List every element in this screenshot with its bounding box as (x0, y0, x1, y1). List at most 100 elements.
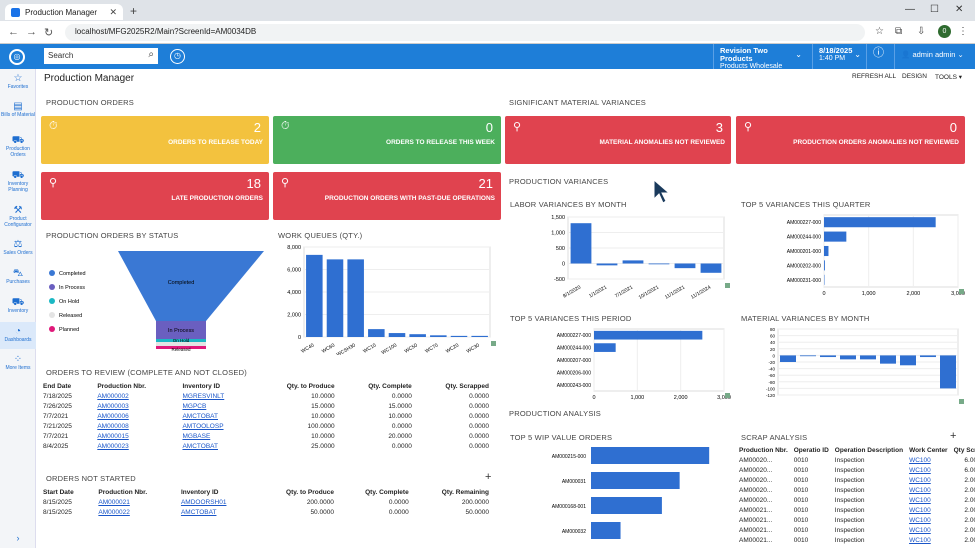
help-icon[interactable]: ⓘ (866, 44, 894, 69)
table-cell[interactable]: WC100 (909, 456, 931, 464)
table-row[interactable]: 8/15/2025 AM000022 AMCTOBAT 50.0000 0.0000 50… (40, 507, 492, 517)
tile-material-anomalies[interactable]: ⚲ 3 MATERIAL ANOMALIES NOT REVIEWED (505, 116, 731, 164)
bar[interactable] (430, 335, 447, 337)
bar[interactable] (824, 245, 829, 257)
bar[interactable] (880, 355, 896, 364)
tile-orders-release-today[interactable]: ⏱ 2 ORDERS TO RELEASE TODAY (41, 116, 269, 164)
sidebar-item-favorites[interactable]: ☆ Favorites (0, 73, 36, 90)
bar[interactable] (700, 263, 722, 273)
bar[interactable] (594, 330, 703, 340)
table-row[interactable]: AM00021... 0010 Inspection WC100 2.0000 (736, 535, 975, 545)
maximize-icon[interactable]: ☐ (930, 4, 939, 15)
bookmark-star-icon[interactable]: ☆ (875, 26, 884, 37)
downloads-icon[interactable]: ⇩ (917, 26, 926, 37)
bar[interactable] (591, 447, 710, 464)
table-row[interactable]: AM00020... 0010 Inspection WC100 6.0000 (736, 465, 975, 475)
column-header[interactable]: Operation Description (834, 446, 904, 454)
sidebar-collapse-icon[interactable]: › (16, 533, 20, 543)
bar[interactable] (409, 334, 426, 337)
add-icon[interactable]: + (950, 430, 957, 442)
bar[interactable] (840, 355, 856, 360)
column-header[interactable]: Work Center (909, 446, 948, 454)
column-header[interactable]: Production Nbr. (97, 382, 147, 390)
column-header[interactable]: Operatio ID (793, 446, 829, 454)
chart-export-icon[interactable] (725, 283, 730, 288)
bar[interactable] (368, 329, 385, 337)
user-menu[interactable]: 👤 admin admin ⌄ (894, 44, 975, 69)
column-header[interactable]: Qty. to Produce (286, 488, 334, 496)
column-header[interactable]: Production Nbr. (98, 488, 148, 496)
close-tab-icon[interactable]: ✕ (109, 6, 117, 17)
bar[interactable] (920, 355, 936, 358)
table-cell[interactable]: AM000002 (97, 392, 129, 400)
company-selector[interactable]: Revision Two Products Products Wholesale… (713, 44, 807, 70)
table-cell[interactable]: WC100 (909, 496, 931, 504)
table-cell[interactable]: AM000006 (97, 412, 129, 420)
table-cell[interactable]: WC100 (909, 466, 931, 474)
table-cell[interactable]: AM000003 (97, 402, 129, 410)
sidebar-item-more-items[interactable]: ⁘ More Items (0, 354, 36, 371)
bar[interactable] (388, 333, 406, 337)
table-row[interactable]: AM00021... 0010 Inspection WC100 2.0000 (736, 515, 975, 525)
search-icon[interactable]: ⌕ (148, 49, 154, 60)
bar[interactable] (591, 497, 662, 514)
column-header[interactable]: Production Nbr. (739, 446, 788, 454)
bar[interactable] (800, 355, 816, 357)
bar[interactable] (347, 259, 364, 337)
design-button[interactable]: DESIGN (902, 73, 927, 80)
forward-icon[interactable]: → (26, 26, 37, 38)
table-cell[interactable]: MGRESVINLT (182, 392, 225, 400)
history-icon[interactable]: ◷ (170, 49, 185, 64)
table-cell[interactable]: MGPCB (182, 402, 207, 410)
table-row[interactable]: 8/15/2025 AM000021 AMDOORSH01 200.0000 0.000… (40, 497, 492, 507)
table-row[interactable]: 7/26/2025 AM000003 MGPCB 15.0000 15.0000 0.00… (40, 401, 492, 411)
search-input[interactable]: Search ⌕ (44, 48, 158, 64)
bar[interactable] (780, 355, 796, 362)
table-cell[interactable]: WC100 (909, 536, 931, 544)
tile-production-anomalies[interactable]: ⚲ 0 PRODUCTION ORDERS ANOMALIES NOT REVIEW… (736, 116, 965, 164)
sidebar-item-bills-of-material[interactable]: ▤ Bills of Material (0, 101, 36, 118)
extensions-icon[interactable]: ⧉ (895, 26, 903, 37)
table-cell[interactable]: AMDOORSH01 (180, 498, 227, 506)
tile-past-due-operations[interactable]: ⚲ 21 PRODUCTION ORDERS WITH PAST-DUE OPERA… (273, 172, 501, 220)
bar[interactable] (594, 343, 616, 352)
browser-tab[interactable]: Production Manager ✕ (5, 4, 123, 20)
url-field[interactable]: localhost/MFG2025R2/Main?ScreenId=AM0034… (65, 24, 865, 41)
bar[interactable] (450, 335, 468, 337)
funnel-completed[interactable] (118, 251, 264, 321)
table-row[interactable]: 7/7/2021 AM000015 MGBASE 10.0000 20.0000 0.00… (40, 431, 492, 441)
column-header[interactable]: Inventory ID (182, 382, 221, 390)
table-cell[interactable]: AMCTOBAT (182, 442, 218, 450)
sidebar-item-inventory-planning[interactable]: ⛟ Inventory Planning (0, 170, 36, 193)
refresh-all-button[interactable]: REFRESH ALL (852, 73, 897, 80)
bar[interactable] (622, 260, 644, 264)
table-row[interactable]: AM00020... 0010 Inspection WC100 6.0000 (736, 455, 975, 465)
sidebar-item-sales-orders[interactable]: ⚖ Sales Orders (0, 239, 36, 256)
table-row[interactable]: AM00020... 0010 Inspection WC100 2.0000 (736, 485, 975, 495)
table-cell[interactable]: AM000008 (97, 422, 129, 430)
table-cell[interactable]: AM000021 (98, 498, 130, 506)
close-window-icon[interactable]: ✕ (955, 4, 964, 15)
date-selector[interactable]: 8/18/2025 1:40 PM ⌄ (812, 44, 864, 69)
bar[interactable] (860, 355, 876, 360)
menu-kebab-icon[interactable]: ⋮ (958, 26, 968, 37)
bar[interactable] (820, 355, 836, 358)
bar[interactable] (648, 263, 670, 265)
table-row[interactable]: AM00021... 0010 Inspection WC100 2.0000 (736, 525, 975, 535)
sidebar-item-purchases[interactable]: ⛍ Purchases (0, 268, 36, 285)
tile-orders-release-week[interactable]: ⏱ 0 ORDERS TO RELEASE THIS WEEK (273, 116, 501, 164)
table-cell[interactable]: AM000022 (98, 508, 130, 516)
column-header[interactable]: Qty. Complete (365, 488, 409, 496)
table-cell[interactable]: WC100 (909, 476, 931, 484)
bar[interactable] (824, 260, 825, 271)
column-header[interactable]: Qty. to Produce (286, 382, 335, 390)
chart-export-icon[interactable] (725, 393, 730, 398)
add-icon[interactable]: + (485, 471, 492, 483)
table-cell[interactable]: WC100 (909, 486, 931, 494)
column-header[interactable]: Inventory ID (180, 488, 219, 496)
table-cell[interactable]: AMTOOLOSP (182, 422, 224, 430)
profile-avatar[interactable]: 0 (938, 25, 951, 38)
bar[interactable] (900, 355, 916, 366)
table-cell[interactable]: WC100 (909, 506, 931, 514)
bar[interactable] (306, 254, 323, 337)
